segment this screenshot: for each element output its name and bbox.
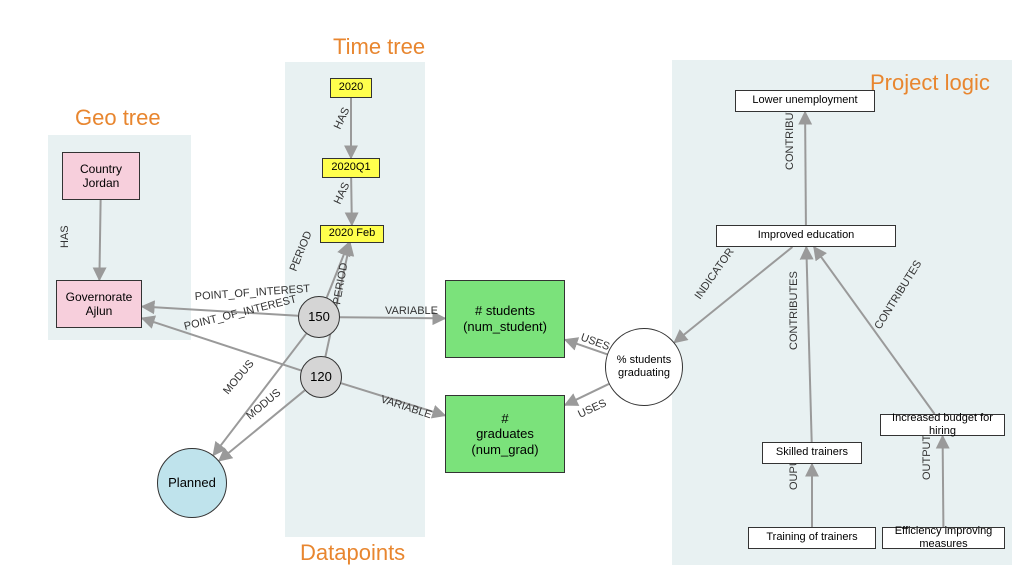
node-gov: GovernorateAjlun: [56, 280, 142, 328]
node-edu: Improved education: [716, 225, 896, 247]
title-logic: Project logic: [870, 70, 990, 96]
node-y2020feb: 2020 Feb: [320, 225, 384, 243]
title-geo: Geo tree: [75, 105, 161, 131]
node-training: Training of trainers: [748, 527, 876, 549]
node-trainers: Skilled trainers: [762, 442, 862, 464]
diagram-stage: HASHASHASPERIODPERIODPOINT_OF_INTERESTPO…: [0, 0, 1024, 584]
edge-grads-pctgrad: [565, 384, 609, 405]
node-grads: #graduates(num_grad): [445, 395, 565, 473]
edge-students-pctgrad: [565, 340, 607, 355]
edge-label-grads-pctgrad: USES: [576, 397, 608, 421]
node-unemp: Lower unemployment: [735, 90, 875, 112]
edge-label-dp120-planned: MODUS: [244, 387, 283, 423]
node-planned: Planned: [157, 448, 227, 518]
node-budget: Increased budget for hiring: [880, 414, 1005, 436]
title-data: Datapoints: [300, 540, 405, 566]
node-y2020: 2020: [330, 78, 372, 98]
node-y2020q1: 2020Q1: [322, 158, 380, 178]
node-dp150: 150: [298, 296, 340, 338]
node-dp120: 120: [300, 356, 342, 398]
edge-label-dp120-gov: POINT_OF_INTEREST: [183, 293, 298, 333]
node-pctgrad: % studentsgraduating: [605, 328, 683, 406]
edge-label-dp150-planned: MODUS: [221, 358, 257, 397]
edge-label-students-pctgrad: USES: [579, 332, 611, 354]
node-efficiency: Efficiency improving measures: [882, 527, 1005, 549]
title-time: Time tree: [333, 34, 425, 60]
region-logic: [672, 60, 1012, 565]
node-students: # students(num_student): [445, 280, 565, 358]
node-country: CountryJordan: [62, 152, 140, 200]
